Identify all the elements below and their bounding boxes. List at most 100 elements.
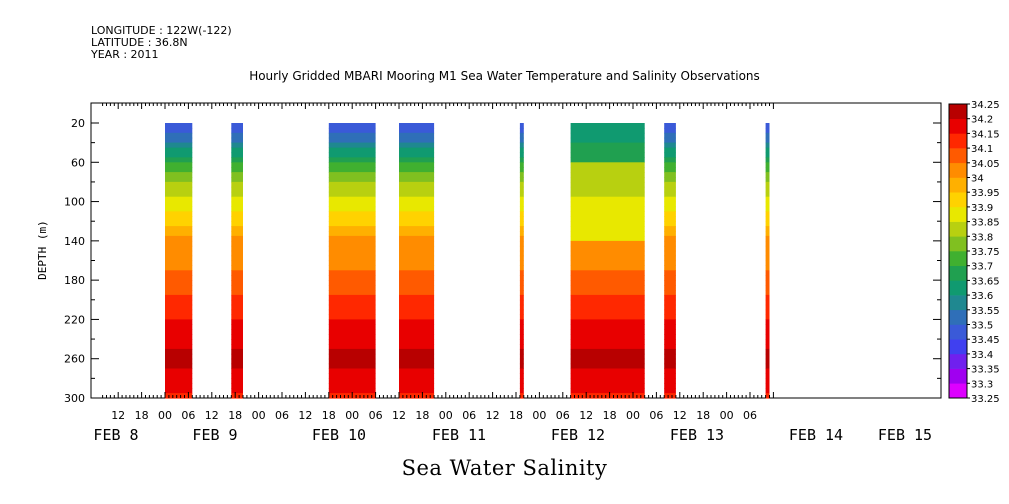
data-band (664, 137, 676, 144)
data-band (328, 123, 376, 129)
x-hour-label: 12 (673, 409, 687, 422)
x-hour-label: 18 (415, 409, 429, 422)
x-day-label: FEB 9 (192, 426, 237, 444)
data-band (328, 378, 376, 384)
data-band (664, 368, 676, 374)
data-band (570, 339, 645, 345)
x-hour-label: 00 (158, 409, 172, 422)
data-band (664, 383, 676, 389)
data-band (328, 334, 376, 340)
data-band (165, 270, 193, 276)
data-band (765, 358, 770, 365)
data-band (328, 358, 376, 365)
data-band (231, 250, 243, 257)
data-band (328, 172, 376, 178)
data-band (570, 344, 645, 350)
data-band (328, 270, 376, 276)
x-hour-label: 00 (720, 409, 734, 422)
colorbar-cell (949, 280, 967, 296)
x-hour-label: 12 (205, 409, 219, 422)
data-band (399, 132, 435, 139)
data-band (231, 299, 243, 306)
data-band (165, 294, 193, 301)
data-band (231, 285, 243, 291)
data-band (765, 275, 770, 281)
data-band (165, 334, 193, 340)
chart-title: Hourly Gridded MBARI Mooring M1 Sea Wate… (249, 69, 760, 83)
data-band (519, 211, 524, 217)
data-band (519, 324, 524, 330)
colorbar-label: 33.25 (971, 394, 1000, 405)
data-band (165, 127, 193, 134)
data-band (231, 235, 243, 242)
data-band (399, 235, 435, 242)
data-band (664, 304, 676, 311)
data-band (328, 191, 376, 198)
data-band (570, 152, 645, 158)
data-band (664, 216, 676, 222)
colorbar-cell (949, 324, 967, 340)
data-band (765, 235, 770, 242)
y-tick-label: 60 (71, 156, 85, 169)
colorbar-cell (949, 148, 967, 164)
data-band (399, 167, 435, 173)
data-band (165, 304, 193, 311)
data-band (231, 368, 243, 374)
data-band (165, 358, 193, 365)
data-band (399, 294, 435, 301)
x-hour-label: 06 (743, 409, 757, 422)
data-band (765, 265, 770, 271)
data-band (664, 339, 676, 345)
data-band (765, 152, 770, 158)
data-band (165, 211, 193, 217)
data-band (664, 177, 676, 183)
colorbar-label: 34.25 (971, 100, 1000, 111)
data-band (231, 240, 243, 247)
x-hour-label: 12 (298, 409, 312, 422)
x-day-label: FEB 8 (93, 426, 138, 444)
data-band (765, 270, 770, 276)
data-band (399, 393, 435, 399)
data-band (165, 339, 193, 345)
data-band (399, 309, 435, 316)
data-band (519, 358, 524, 365)
data-band (328, 319, 376, 325)
data-band (231, 358, 243, 365)
data-band (519, 127, 524, 134)
data-band (165, 142, 193, 149)
data-band (399, 137, 435, 144)
data-band (570, 157, 645, 163)
data-band (165, 181, 193, 188)
colorbar-cell (949, 368, 967, 384)
data-band (231, 172, 243, 178)
x-axis-title: Sea Water Salinity (401, 456, 608, 480)
data-band (399, 319, 435, 325)
data-band (519, 235, 524, 242)
data-band (399, 245, 435, 252)
data-band (328, 260, 376, 266)
data-band (765, 127, 770, 134)
data-band (328, 235, 376, 242)
x-hour-label: 00 (439, 409, 453, 422)
data-band (328, 147, 376, 154)
data-band (165, 240, 193, 247)
data-band (519, 314, 524, 320)
data-band (664, 221, 676, 227)
longitude-label: LONGITUDE : 122W(-122) (91, 24, 232, 37)
data-band (165, 280, 193, 286)
x-day-label: FEB 10 (312, 426, 366, 444)
data-band (765, 132, 770, 139)
y-tick-label: 20 (71, 117, 85, 130)
data-band (570, 363, 645, 370)
data-band (328, 265, 376, 271)
data-band (570, 245, 645, 252)
x-hour-label: 06 (275, 409, 289, 422)
x-hour-label: 12 (579, 409, 593, 422)
data-band (328, 353, 376, 360)
data-band (570, 265, 645, 271)
data-band (519, 304, 524, 311)
data-band (399, 344, 435, 350)
data-band (519, 344, 524, 350)
data-band (519, 186, 524, 193)
data-band (399, 339, 435, 345)
